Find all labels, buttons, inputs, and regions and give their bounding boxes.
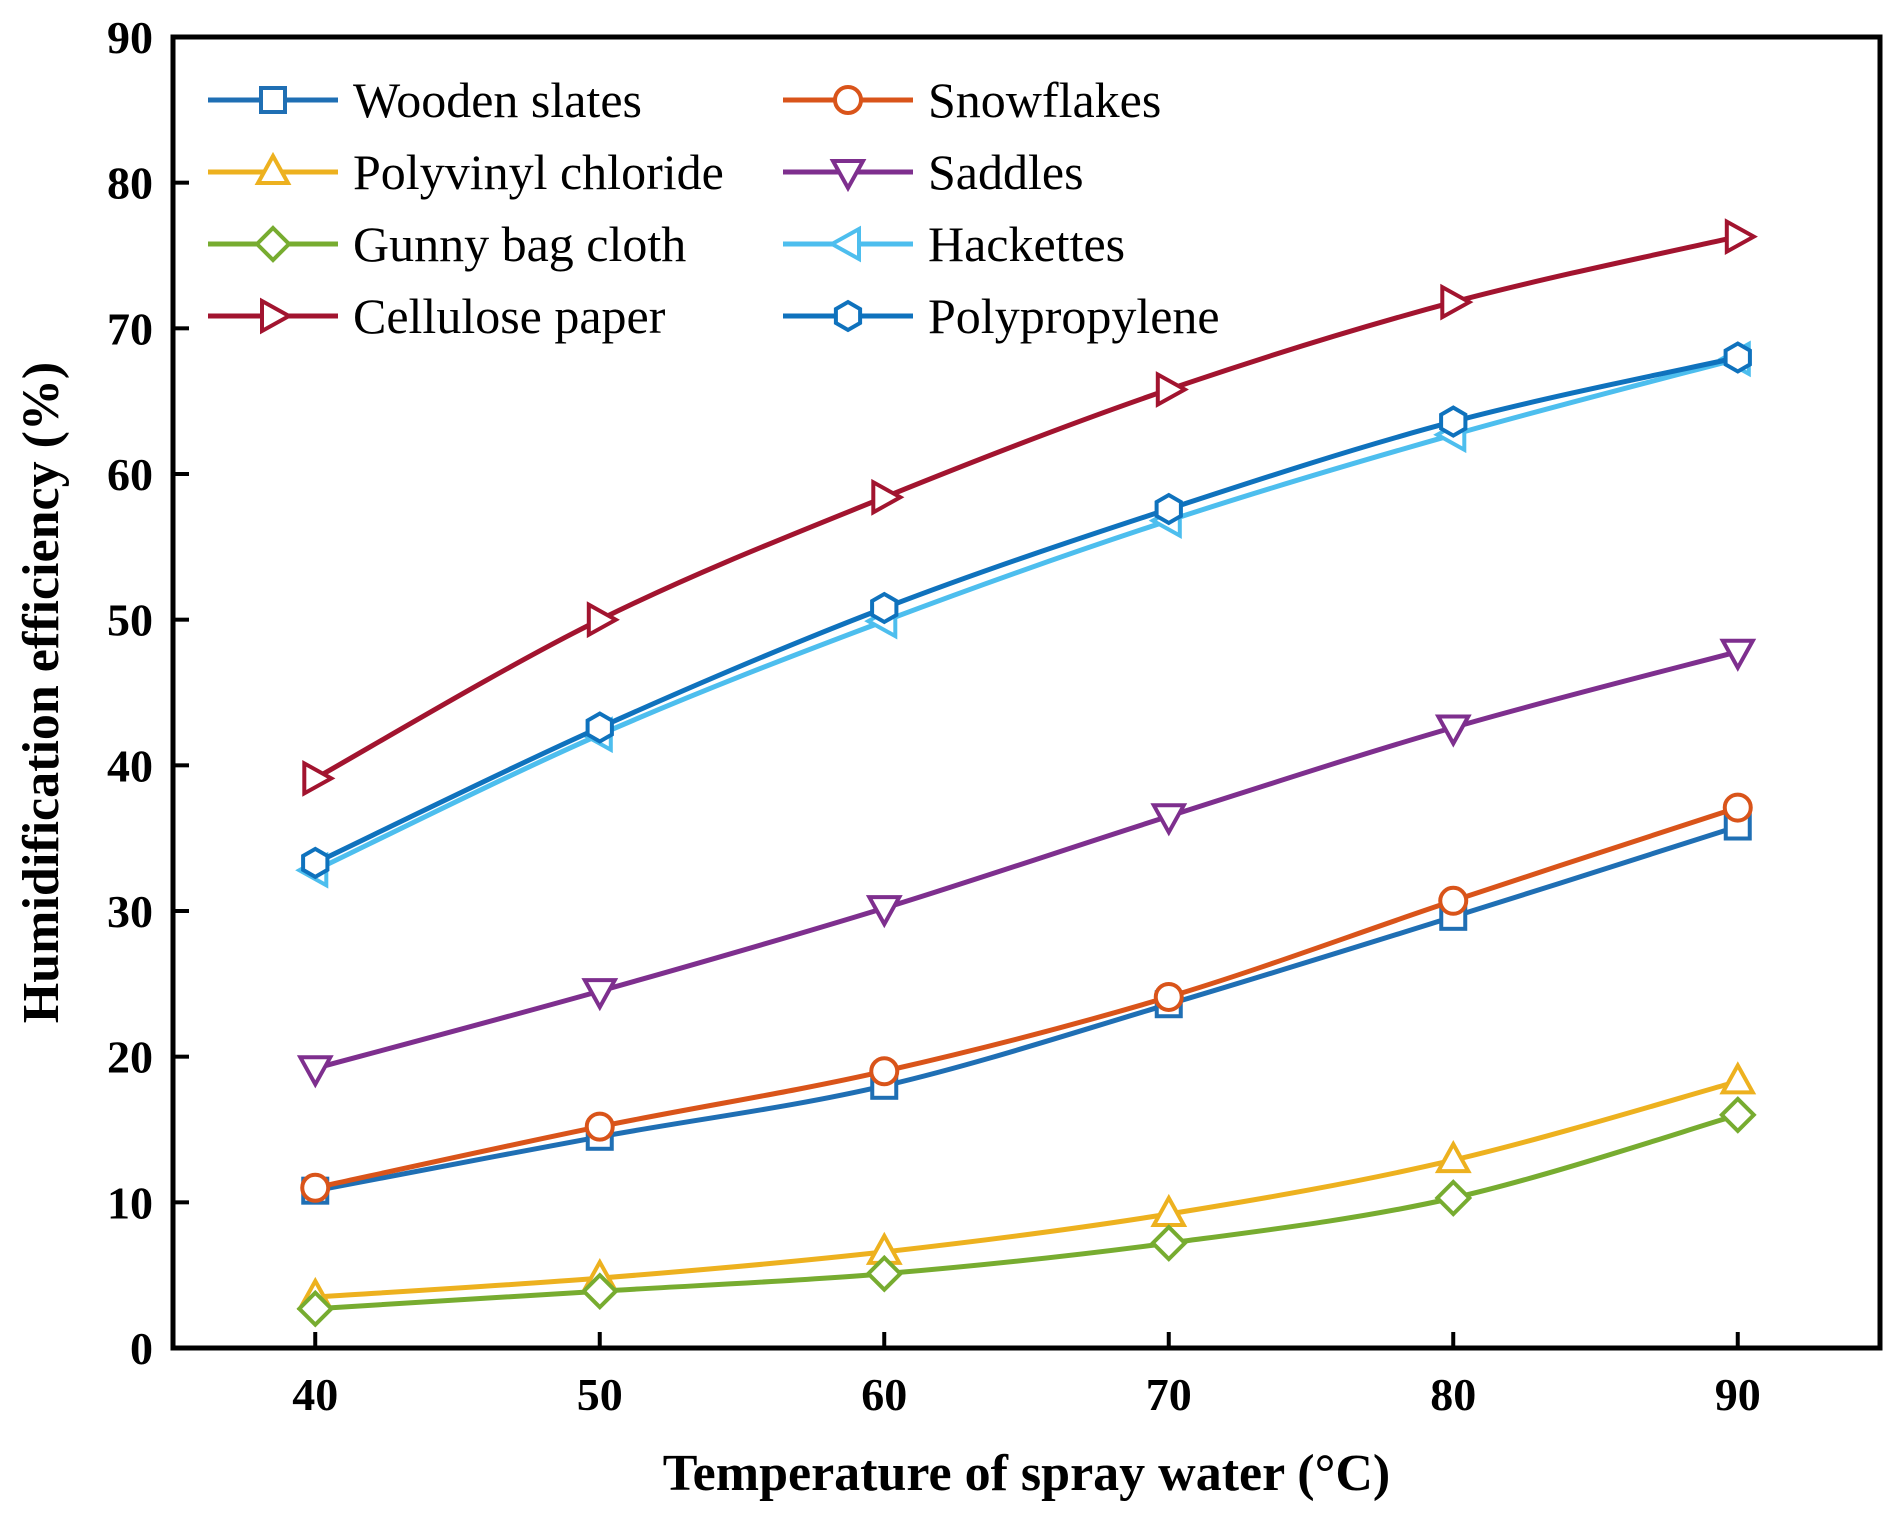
legend-item-polypropylene: Polypropylene [783, 288, 1220, 344]
data-point-polypropylene [1439, 405, 1468, 438]
data-point-polypropylene [1154, 492, 1183, 526]
plot-frame [170, 34, 1883, 1351]
series-line-wooden-slates [312, 824, 1741, 1194]
data-point-gunny-bag-cloth [1434, 1179, 1473, 1217]
x-tick-label: 40 [292, 1369, 338, 1420]
legend-item-saddles: Saddles [783, 144, 1084, 200]
legend-label-gunny-bag-cloth: Gunny bag cloth [353, 216, 686, 272]
x-tick-label: 90 [1715, 1369, 1761, 1420]
data-point-snowflakes [869, 1056, 900, 1087]
series-polypropylene [301, 341, 1752, 880]
data-point-gunny-bag-cloth [296, 1289, 335, 1328]
data-point-saddles [296, 1055, 334, 1089]
data-point-gunny-bag-cloth [1718, 1096, 1757, 1134]
data-point-saddles [581, 978, 619, 1012]
y-tick-label: 10 [107, 1177, 153, 1228]
y-tick-label: 70 [107, 303, 153, 354]
data-point-polyvinyl-chloride [1719, 1061, 1757, 1095]
x-tick-label: 80 [1430, 1369, 1476, 1420]
legend-label-hackettes: Hackettes [928, 216, 1125, 272]
legend-label-cellulose-paper: Cellulose paper [353, 288, 666, 344]
legend-marker-wooden-slates [259, 86, 287, 114]
legend-label-wooden-slates: Wooden slates [353, 72, 642, 128]
data-point-polyvinyl-chloride [1434, 1139, 1472, 1174]
data-point-saddles [865, 895, 903, 929]
series-gunny-bag-cloth [296, 1096, 1757, 1328]
data-point-polypropylene [1723, 341, 1752, 374]
series-polyvinyl-chloride [296, 1061, 1757, 1310]
y-tick-label: 30 [107, 886, 153, 937]
data-point-saddles [1719, 638, 1757, 672]
x-tick-label: 60 [861, 1369, 907, 1420]
legend-marker-gunny-bag-cloth [254, 225, 292, 263]
data-point-cellulose-paper [1440, 283, 1474, 321]
legend-marker-snowflakes [833, 85, 863, 115]
data-point-gunny-bag-cloth [865, 1254, 904, 1293]
legend-marker-saddles [829, 159, 867, 193]
data-point-snowflakes [1722, 792, 1753, 823]
data-point-polypropylene [301, 846, 330, 880]
y-tick-label: 50 [107, 595, 153, 646]
series-hackettes [295, 340, 1751, 889]
legend-marker-hackettes [827, 225, 861, 263]
x-tick-label: 50 [577, 1369, 623, 1420]
data-point-cellulose-paper [871, 478, 905, 516]
series-line-gunny-bag-cloth [312, 1112, 1741, 1312]
data-point-saddles [1434, 714, 1472, 748]
legend-item-cellulose-paper: Cellulose paper [208, 288, 666, 344]
legend-label-polyvinyl-chloride: Polyvinyl chloride [353, 144, 724, 200]
y-tick-label: 80 [107, 158, 153, 209]
y-tick-label: 40 [107, 740, 153, 791]
data-point-gunny-bag-cloth [580, 1272, 619, 1311]
data-point-polypropylene [870, 591, 899, 625]
data-point-snowflakes [584, 1111, 615, 1142]
y-tick-label: 60 [107, 449, 153, 500]
legend-marker-polyvinyl-chloride [254, 151, 292, 185]
data-point-polypropylene [585, 711, 614, 744]
series-line-polypropylene [312, 355, 1741, 866]
series-saddles [296, 638, 1757, 1089]
data-point-cellulose-paper [302, 760, 336, 797]
data-point-snowflakes [1153, 981, 1184, 1012]
data-point-saddles [1150, 803, 1188, 837]
x-axis-label: Temperature of spray water (°C) [663, 1445, 1390, 1502]
data-point-snowflakes [300, 1172, 331, 1203]
series-line-polyvinyl-chloride [312, 1078, 1741, 1300]
series-cellulose-paper [302, 218, 1758, 797]
ticks-layer: 40 50 60 70 80 90 0 10 20 30 40 50 60 70 80 90 [107, 12, 1761, 1420]
data-point-cellulose-paper [1155, 371, 1189, 408]
series-line-cellulose-paper [312, 234, 1741, 781]
legend-item-gunny-bag-cloth: Gunny bag cloth [208, 216, 686, 272]
legend: Wooden slates Snowflakes Polyvinyl chlorid… [208, 72, 1220, 344]
series-layer [295, 218, 1758, 1328]
series-snowflakes [300, 792, 1753, 1203]
legend-item-snowflakes: Snowflakes [783, 72, 1161, 128]
series-line-snowflakes [312, 805, 1741, 1191]
y-tick-label: 0 [130, 1323, 153, 1374]
legend-item-wooden-slates: Wooden slates [208, 72, 642, 128]
x-tick-label: 70 [1146, 1369, 1192, 1420]
data-point-cellulose-paper [586, 601, 620, 639]
legend-item-polyvinyl-chloride: Polyvinyl chloride [208, 144, 724, 200]
legend-label-saddles: Saddles [928, 144, 1084, 200]
series-line-saddles [312, 649, 1741, 1071]
y-axis-label: Humidification efficiency (%) [13, 362, 70, 1023]
legend-marker-cellulose-paper [260, 297, 294, 335]
data-point-gunny-bag-cloth [1149, 1224, 1188, 1262]
data-point-snowflakes [1438, 885, 1469, 916]
legend-marker-polypropylene [833, 299, 863, 333]
series-line-hackettes [312, 356, 1741, 873]
y-tick-label: 20 [107, 1032, 153, 1083]
legend-label-snowflakes: Snowflakes [928, 72, 1161, 128]
y-tick-label: 90 [107, 12, 153, 63]
legend-label-polypropylene: Polypropylene [928, 288, 1220, 344]
legend-item-hackettes: Hackettes [783, 216, 1125, 272]
data-point-cellulose-paper [1724, 218, 1758, 255]
